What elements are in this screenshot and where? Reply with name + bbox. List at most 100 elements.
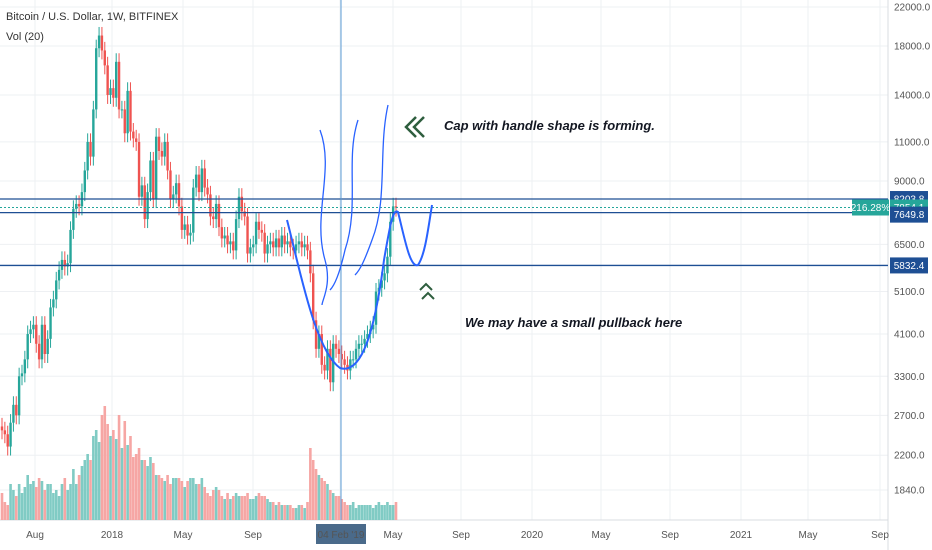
volume-bar (351, 502, 355, 520)
volume-bar (183, 487, 187, 520)
volume-bar (163, 481, 167, 520)
candle-body (214, 203, 218, 220)
volume-bar (277, 502, 281, 520)
volume-bar (54, 490, 58, 520)
candle-body (306, 244, 309, 251)
volume-bar (320, 478, 324, 520)
volume-bar (129, 436, 132, 520)
candle-body (115, 61, 118, 98)
volume-bar (366, 505, 369, 520)
volume-bar (388, 505, 392, 520)
volume-bar (14, 496, 18, 520)
candle-body (280, 235, 283, 248)
x-tick-label: May (384, 530, 403, 541)
volume-bar (146, 466, 149, 520)
candle-body (154, 136, 158, 200)
volume-bar (60, 484, 64, 520)
candle-body (83, 170, 86, 193)
candle-body (46, 338, 49, 355)
volume-bar (217, 490, 221, 520)
candle-body (157, 136, 161, 151)
volume-bar (0, 493, 4, 520)
volume-bar (112, 430, 115, 520)
volume-bar (169, 484, 172, 520)
candle-body (137, 141, 141, 197)
candle-body (0, 426, 4, 431)
x-tick-label: May (174, 530, 193, 541)
volume-bar (246, 493, 249, 520)
candle-body (63, 259, 67, 267)
candle-body (366, 334, 369, 339)
candle-body (52, 299, 55, 308)
candle-body (266, 244, 269, 254)
candle-body (351, 359, 355, 361)
candle-body (257, 221, 261, 230)
volume-bar (9, 484, 12, 520)
candle-body (89, 141, 92, 157)
volume-bar (334, 496, 338, 520)
volume-bar (34, 487, 38, 520)
volume-bar (297, 505, 301, 520)
volume-bar (380, 505, 384, 520)
candle-body (29, 329, 32, 335)
volume-bar (394, 502, 398, 520)
volume-bar (43, 490, 47, 520)
x-tick-label: May (799, 530, 818, 541)
candle-body (326, 348, 329, 371)
cup-handle-drawing (286, 204, 433, 370)
candle-body (274, 238, 278, 248)
volume-bar (280, 505, 284, 520)
volume-bar (214, 487, 218, 520)
volume-bar (317, 475, 321, 520)
volume-bar (189, 478, 192, 520)
candle-body (234, 219, 238, 251)
x-tick-label: 2021 (730, 530, 753, 541)
candle-body (320, 334, 323, 365)
candle-body (134, 138, 138, 142)
volume-bar (234, 493, 238, 520)
y-tick-label: 14000.0 (894, 90, 931, 101)
candle-body (6, 434, 9, 447)
crosshair-date-label: 04 Feb '19 (318, 530, 365, 541)
support-price-tag-bg (890, 257, 928, 274)
x-tick-label: Sep (871, 530, 889, 541)
candle-body (192, 187, 195, 233)
volume-bar (40, 481, 44, 520)
cup-handle-annotation[interactable]: Cap with handle shape is forming. (444, 118, 655, 133)
volume-bar (314, 469, 318, 520)
scribble-line-3 (354, 104, 389, 276)
candle-body (123, 109, 126, 134)
y-tick-label: 6500.0 (894, 240, 925, 251)
candle-body (35, 324, 38, 344)
volume-bar (191, 478, 195, 520)
candle-body (283, 235, 286, 245)
volume-bar (240, 496, 244, 520)
volume-bar (386, 502, 389, 520)
volume-bar (23, 487, 27, 520)
pullback-annotation[interactable]: We may have a small pullback here (465, 315, 683, 330)
volume-bar (172, 478, 175, 520)
volume-bar (49, 484, 52, 520)
volume-bar (160, 478, 164, 520)
candle-body (177, 183, 181, 207)
candle-body (169, 170, 172, 200)
candle-body (314, 320, 318, 349)
candle-body (166, 141, 169, 171)
level-price-tag-bg (890, 206, 928, 223)
volume-bar (371, 508, 375, 520)
volume-bar (243, 496, 246, 520)
volume-bar (363, 505, 366, 520)
volume-bar (329, 490, 332, 520)
candle-body (109, 88, 112, 95)
candle-body (97, 35, 101, 49)
volume-bar (249, 499, 252, 520)
candle-body (340, 354, 343, 360)
candle-body (26, 334, 29, 360)
volume-bar (266, 499, 269, 520)
candle-body (152, 160, 155, 200)
volume-bar (274, 505, 278, 520)
volume-bar (69, 484, 72, 520)
candle-body (360, 343, 363, 345)
candle-body (383, 273, 386, 281)
